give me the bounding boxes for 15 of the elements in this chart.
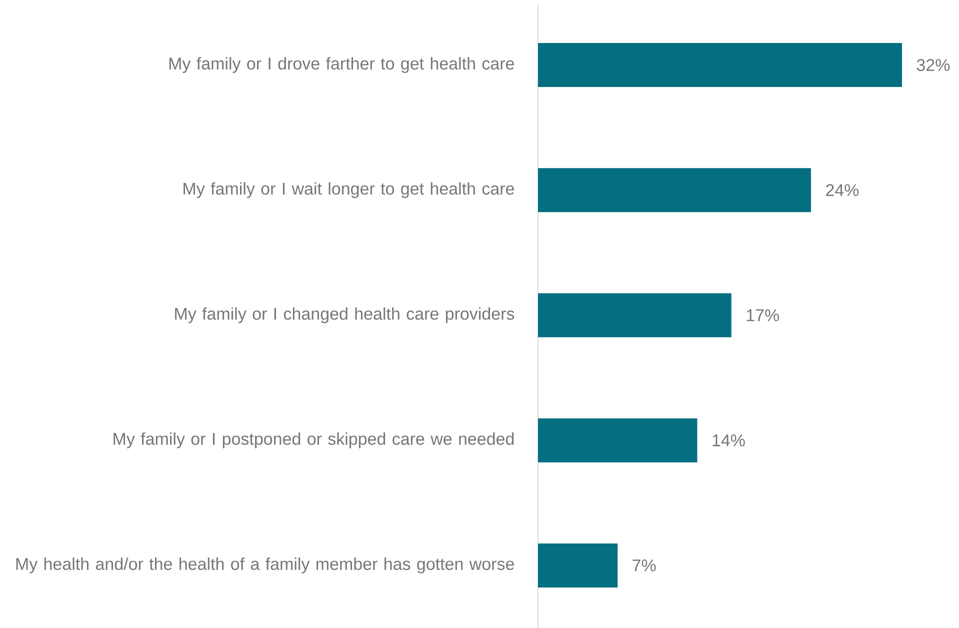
bar <box>538 293 732 338</box>
y-tick-label: My health and/or the health of a family member has gotten worse <box>16 558 514 574</box>
bar <box>538 418 698 462</box>
data-label: 7% <box>632 559 656 572</box>
data-label: 14% <box>712 434 745 446</box>
y-tick-label: My family or I changed health care providers <box>175 307 514 324</box>
data-label: 24% <box>826 184 859 196</box>
bar <box>538 543 618 588</box>
bar <box>538 168 811 212</box>
y-tick-label: My family or I postponed or skipped care we needed <box>114 432 514 448</box>
y-tick-label: My family or I drove farther to get health care <box>169 57 514 73</box>
data-label: 17% <box>746 309 779 322</box>
data-label: 32% <box>916 59 950 72</box>
bar <box>538 43 902 88</box>
y-tick-label: My family or I wait longer to get health care <box>184 182 514 198</box>
